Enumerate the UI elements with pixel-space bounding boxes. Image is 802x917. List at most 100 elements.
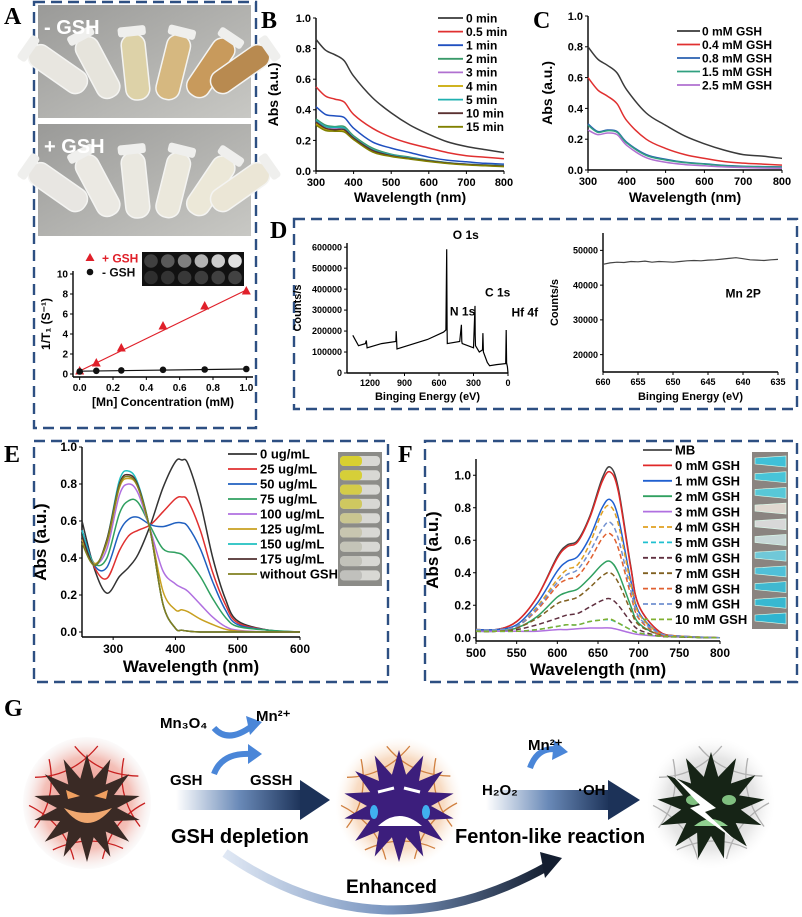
tube-icon	[754, 581, 787, 593]
series-line	[315, 106, 505, 165]
y-tick-label: 0.0	[60, 625, 77, 639]
tube-cap	[217, 27, 245, 49]
x-tick-label: 0.8	[206, 383, 220, 394]
vial-liquid	[340, 513, 362, 524]
legend-label: 5 min	[466, 93, 497, 107]
x-tick-label: 0.0	[73, 383, 87, 394]
y-tick-label: 8	[62, 290, 68, 301]
series-line	[475, 618, 721, 639]
panel-f-frame	[423, 439, 799, 684]
enhanced-label: Enhanced	[346, 877, 437, 898]
series-line	[602, 257, 779, 265]
vial-photo-strip-e	[338, 452, 382, 586]
chart-a-relaxivity: 0.0 0.2 0.4 0.6 0.8 1.0 0 2 4 6 8 10 [Mn] Concentrat…	[39, 252, 254, 410]
data-point-triangle	[158, 321, 168, 330]
vessel-line	[101, 802, 146, 860]
x-tick-label: 300	[103, 642, 123, 656]
enhanced-curved-arrow-icon	[222, 849, 562, 915]
data-point-circle	[118, 367, 125, 374]
y-tick-label: 50000	[573, 246, 598, 256]
charts: 0.0 0.2 0.4 0.6 0.8 1.0 0 2 4 6 8 10 [Mn] Concentrat…	[31, 11, 791, 679]
x-tick-label: 700	[457, 177, 475, 189]
y-tick-label: 0	[62, 370, 68, 381]
peak-annotation: Mn 2P	[726, 286, 761, 300]
y-tick-label: 0.8	[454, 501, 471, 515]
x-tick-label: 655	[630, 377, 645, 387]
x-tick-label: 750	[669, 646, 689, 660]
x-tick-label: 500	[382, 177, 400, 189]
y-tick-label: 0.4	[296, 105, 312, 117]
x-tick-label: 650	[588, 646, 608, 660]
gsh-depletion-arrow-icon	[176, 780, 330, 820]
x-tick-label: 400	[344, 177, 362, 189]
series-line	[475, 504, 721, 639]
fenton-arrow-icon	[486, 780, 640, 820]
legend-label: 15 min	[466, 120, 504, 134]
x-tick-label: 400	[618, 176, 636, 188]
x-tick-label: 660	[595, 377, 610, 387]
y-tick-label: 0.2	[568, 134, 583, 146]
x-tick-label: 900	[397, 378, 412, 388]
tube-cap	[67, 25, 95, 46]
peak-annotation: Hf 4f	[511, 305, 539, 319]
photo-plus-gsh-label: + GSH	[44, 136, 105, 158]
y-tick-label: 200000	[312, 326, 342, 336]
tube-icon	[117, 143, 151, 219]
tube-cap	[258, 153, 281, 180]
tear-icon	[422, 805, 430, 819]
tube-icon	[754, 596, 787, 609]
mri-well	[228, 254, 242, 268]
legend-marker-triangle	[85, 253, 95, 261]
chart-b-time: 300 400 500 600 700 800 0.0 0.2 0.4 0.6 0.8 1.0 Wave…	[265, 11, 513, 205]
tube-icon	[209, 35, 281, 95]
frown-icon	[378, 816, 422, 826]
tube-icon	[209, 153, 281, 213]
tumor-cell-untreated-icon	[23, 737, 151, 869]
gsh-depletion-label: GSH depletion	[171, 826, 309, 848]
data-point-circle	[201, 366, 208, 373]
tube-cap	[258, 35, 281, 62]
vessel-line	[121, 758, 141, 827]
vial-liquid	[340, 456, 362, 466]
tube-icon	[754, 471, 787, 484]
vessel-line	[745, 758, 765, 827]
tube-icon	[754, 502, 787, 515]
vessel-line	[74, 745, 139, 777]
mn2-label-top: Mn²⁺	[256, 708, 291, 725]
mn2-label-right: Mn²⁺	[528, 737, 563, 754]
hydroxyl-radical-label: ·OH	[578, 782, 606, 799]
data-point-triangle	[200, 301, 210, 310]
y-tick-label: 500000	[312, 263, 342, 273]
gsh-oxidation-arrow-icon	[211, 744, 262, 776]
mri-background	[142, 252, 244, 286]
series-line	[475, 571, 721, 639]
photo-plus-gsh: + GSH	[17, 124, 281, 236]
mri-inset-image	[142, 252, 244, 286]
legend-label: 3 min	[466, 66, 497, 80]
tube-icon	[67, 25, 121, 100]
data-point-triangle	[116, 343, 126, 352]
panel-label-d: D	[270, 218, 287, 244]
eye-icon	[722, 795, 736, 805]
y-axis-title: Abs (a.u.)	[31, 503, 50, 580]
legend-label: 0.4 mM GSH	[702, 38, 772, 52]
legend-label: 0 mM GSH	[702, 24, 762, 38]
legend-label: 10 min	[466, 107, 504, 121]
vessel-line	[676, 840, 748, 851]
mri-well	[161, 270, 175, 285]
x-tick-label: 600	[547, 646, 567, 660]
y-tick-label: 6	[62, 310, 68, 321]
vial-liquid	[340, 556, 362, 567]
legend-label: 25 ug/mL	[260, 462, 317, 477]
vessel-line	[658, 758, 676, 829]
series-line	[315, 38, 505, 154]
x-axis-title: Binging Energy (eV)	[375, 391, 480, 403]
legend-label: - GSH	[102, 266, 135, 280]
chart-d-survey: 1200 900 600 300 0 0 100000 200000 300000 400000 5…	[292, 228, 539, 403]
y-tick-label: 40000	[573, 280, 598, 290]
y-tick-label: 300000	[312, 305, 342, 315]
gsh-label: GSH	[170, 772, 203, 789]
legend-label: + GSH	[102, 252, 138, 266]
y-tick-label: 20000	[573, 350, 598, 360]
series-line	[81, 483, 301, 633]
